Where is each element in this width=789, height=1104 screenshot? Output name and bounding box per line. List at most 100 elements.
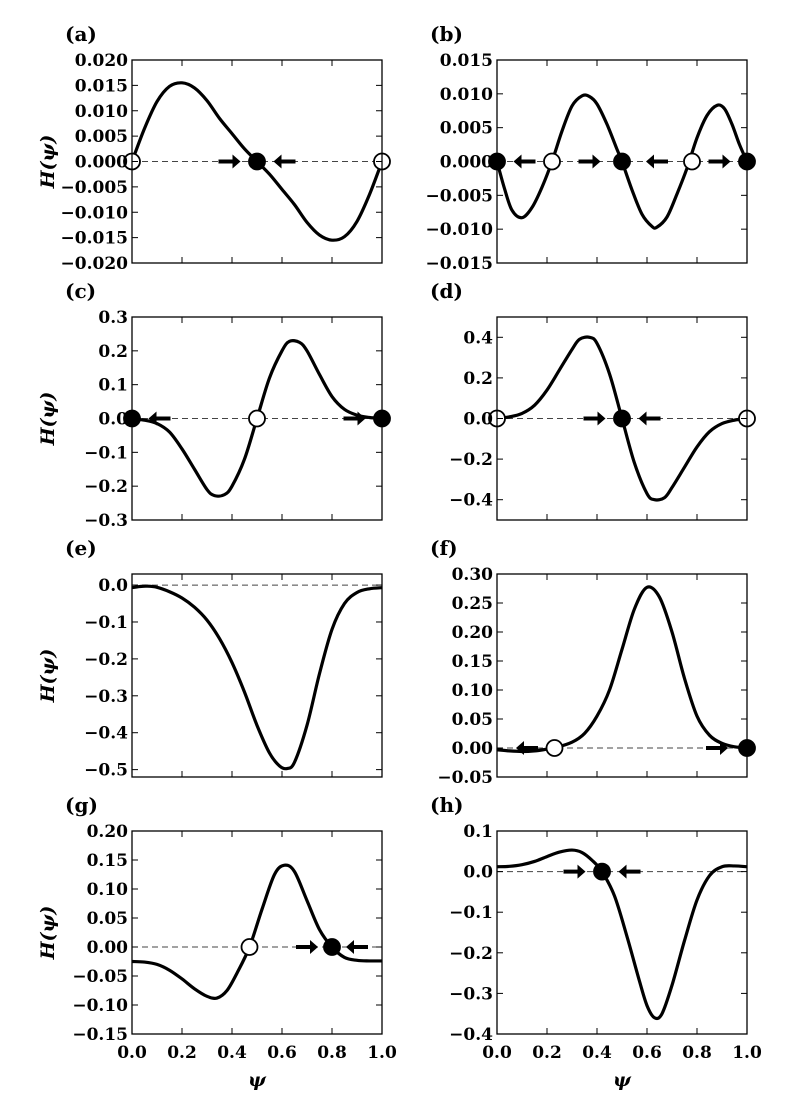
x-tick-label: 0.8 bbox=[682, 1043, 712, 1063]
y-tick-label: −0.015 bbox=[426, 254, 493, 274]
y-axis-label: H(ψ) bbox=[37, 135, 59, 190]
y-tick-label: −0.1 bbox=[84, 613, 128, 633]
y-tick-label: 0.1 bbox=[463, 822, 493, 842]
y-tick-label: −0.3 bbox=[84, 687, 128, 707]
y-tick-label: 0.3 bbox=[98, 308, 128, 328]
y-tick-label: 0.05 bbox=[452, 710, 493, 730]
x-tick-label: 0.4 bbox=[217, 1043, 247, 1063]
y-tick-label: −0.4 bbox=[84, 724, 128, 744]
stable-fixed-point bbox=[613, 409, 631, 428]
flow-arrow-left bbox=[148, 411, 171, 426]
y-tick-label: 0.20 bbox=[87, 822, 129, 842]
flow-arrow-right bbox=[706, 741, 728, 755]
x-tick-label: 1.0 bbox=[367, 1043, 397, 1063]
panel-label: (d) bbox=[430, 279, 463, 303]
stable-fixed-point bbox=[613, 152, 631, 171]
flow-arrow-right bbox=[578, 154, 601, 169]
panel-label: (h) bbox=[430, 793, 463, 817]
data-curve bbox=[497, 848, 747, 1021]
x-tick-label: 1.0 bbox=[732, 1043, 762, 1063]
y-tick-label: −0.005 bbox=[426, 186, 493, 206]
flow-arrow-head bbox=[516, 741, 524, 755]
flow-arrow-head bbox=[638, 411, 647, 426]
panel-c: 0.3 0.2 0.1 0.0 −0.1 −0.2 −0.3 (c) H(ψ) bbox=[37, 279, 391, 531]
flow-arrow-right bbox=[708, 154, 731, 169]
y-tick-label: 0.000 bbox=[440, 153, 493, 173]
flow-arrow-head bbox=[310, 940, 318, 954]
axes-frame bbox=[496, 573, 748, 778]
panel-label: (g) bbox=[65, 793, 98, 817]
axes-frame bbox=[496, 830, 748, 1035]
y-tick-label: 0.00 bbox=[87, 938, 129, 958]
unstable-fixed-point bbox=[545, 739, 564, 757]
flow-arrow-head bbox=[618, 864, 627, 879]
panel-a: 0.020 0.015 0.010 0.005 0.000 −0.005 −0.010 −0.… bbox=[37, 22, 391, 274]
x-tick-label: 0.2 bbox=[167, 1043, 197, 1063]
y-tick-label: −0.2 bbox=[84, 477, 128, 497]
panel-e: 0.0 −0.1 −0.2 −0.3 −0.4 −0.5 (e) H(ψ) bbox=[37, 536, 383, 781]
y-tick-label: −0.4 bbox=[449, 491, 493, 511]
x-tick-label: 0.8 bbox=[317, 1043, 347, 1063]
y-tick-label: 0.15 bbox=[87, 851, 128, 871]
y-tick-label: 0.00 bbox=[452, 739, 494, 759]
stable-fixed-point bbox=[593, 862, 611, 881]
x-axis-label: ψ bbox=[613, 1069, 632, 1091]
flow-arrow-right bbox=[563, 864, 586, 879]
y-tick-label: 0.1 bbox=[98, 376, 128, 396]
y-tick-label: 0.015 bbox=[440, 51, 493, 71]
flow-arrow-left bbox=[646, 154, 668, 169]
x-tick-label: 0.6 bbox=[632, 1043, 662, 1063]
y-axis-label: H(ψ) bbox=[37, 392, 59, 447]
flow-arrow-left bbox=[638, 411, 661, 426]
panel-label: (f) bbox=[430, 536, 458, 560]
flow-arrow-right bbox=[218, 154, 241, 169]
x-tick-label: 0.0 bbox=[117, 1043, 147, 1063]
x-tick-label: 0.2 bbox=[532, 1043, 562, 1063]
flow-arrow-head bbox=[148, 411, 157, 426]
x-axis-label: ψ bbox=[248, 1069, 267, 1091]
y-tick-label: 0.020 bbox=[75, 51, 128, 71]
y-tick-label: 0.0 bbox=[463, 410, 493, 430]
y-tick-label: −0.005 bbox=[61, 178, 128, 198]
panel-label: (a) bbox=[65, 22, 97, 46]
y-tick-label: 0.0 bbox=[98, 410, 128, 430]
y-tick-label: −0.3 bbox=[84, 511, 128, 531]
y-tick-label: −0.1 bbox=[84, 443, 128, 463]
y-tick-label: 0.010 bbox=[75, 102, 128, 122]
unstable-fixed-point bbox=[248, 409, 266, 428]
y-tick-label: 0.30 bbox=[452, 565, 494, 585]
y-tick-label: −0.4 bbox=[449, 1025, 493, 1045]
flow-arrow-head bbox=[577, 864, 586, 879]
y-axis-label: H(ψ) bbox=[37, 906, 59, 961]
y-tick-label: −0.2 bbox=[84, 650, 128, 670]
y-tick-label: 0.10 bbox=[452, 681, 494, 701]
y-tick-label: 0.10 bbox=[87, 880, 129, 900]
flow-arrow-right bbox=[296, 940, 318, 954]
y-tick-label: −0.05 bbox=[72, 967, 128, 987]
y-tick-label: −0.10 bbox=[72, 996, 128, 1016]
axes-frame bbox=[131, 573, 383, 778]
y-tick-label: 0.005 bbox=[75, 127, 128, 147]
y-tick-label: −0.020 bbox=[61, 254, 129, 274]
flow-arrow-left bbox=[513, 154, 536, 169]
flow-arrow-left bbox=[516, 741, 538, 755]
flow-arrow-head bbox=[592, 154, 601, 169]
flow-arrow-head bbox=[346, 940, 354, 954]
panel-h: 0.10.0−0.1−0.2−0.3−0.40.0 0.2 0.4 0.6 0.8 1.0… bbox=[430, 793, 762, 1091]
data-curve bbox=[132, 863, 382, 1000]
panel-g: 0.20 0.15 0.10 0.05 0.00 −0.05 −0.10 −0.150.0 0.… bbox=[37, 793, 397, 1091]
data-curve bbox=[497, 585, 747, 754]
y-tick-label: 0.2 bbox=[98, 342, 128, 362]
unstable-fixed-point bbox=[683, 152, 701, 171]
stable-fixed-point bbox=[323, 938, 341, 956]
flow-arrow-head bbox=[597, 411, 606, 426]
y-tick-label: 0.20 bbox=[452, 623, 494, 643]
data-curve bbox=[132, 584, 382, 771]
panel-label: (e) bbox=[65, 536, 97, 560]
flow-arrow-right bbox=[343, 411, 366, 426]
stable-fixed-point bbox=[248, 152, 266, 171]
axes-frame bbox=[131, 830, 383, 1035]
y-tick-label: 0.15 bbox=[452, 652, 493, 672]
y-tick-label: 0.2 bbox=[463, 369, 493, 389]
